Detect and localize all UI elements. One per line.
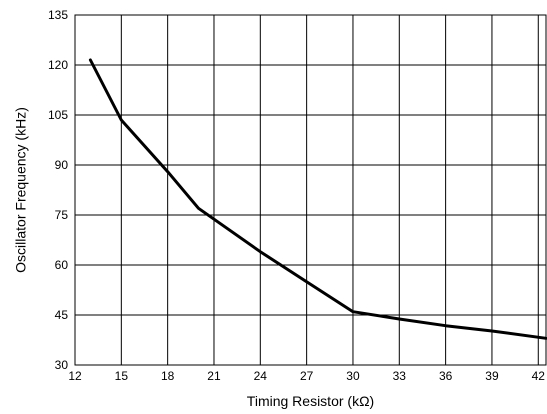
x-axis-label: Timing Resistor (kΩ) — [247, 393, 374, 409]
y-tick-label: 30 — [55, 358, 69, 372]
y-tick-label: 60 — [55, 258, 69, 272]
frequency-curve — [88, 58, 547, 340]
y-tick-label: 105 — [48, 108, 68, 122]
series-layer — [88, 58, 547, 340]
y-tick-label: 120 — [48, 58, 68, 72]
y-axis-label: Oscillator Frequency (kHz) — [13, 107, 29, 273]
x-tick-label: 12 — [68, 369, 82, 383]
y-tick-label: 45 — [55, 308, 69, 322]
x-tick-label: 39 — [485, 369, 499, 383]
x-tick-label: 18 — [161, 369, 175, 383]
x-tick-label: 24 — [254, 369, 268, 383]
y-axis-ticks: 30 45 60 75 90 105 120 135 — [48, 8, 68, 372]
x-axis-ticks: 12 15 18 21 24 27 30 33 36 39 42 — [68, 369, 545, 383]
x-tick-label: 42 — [532, 369, 546, 383]
x-tick-label: 33 — [393, 369, 407, 383]
x-tick-label: 15 — [115, 369, 129, 383]
y-tick-label: 75 — [55, 208, 69, 222]
x-tick-label: 30 — [346, 369, 360, 383]
x-tick-label: 21 — [207, 369, 221, 383]
plot-frame — [74, 14, 547, 366]
y-tick-label: 90 — [55, 158, 69, 172]
y-tick-label: 135 — [48, 8, 68, 22]
grid — [74, 14, 546, 366]
x-tick-label: 27 — [300, 369, 314, 383]
x-tick-label: 36 — [439, 369, 453, 383]
